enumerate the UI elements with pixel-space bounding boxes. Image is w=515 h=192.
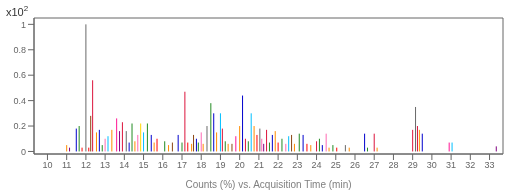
svg-text:12: 12: [81, 160, 91, 170]
svg-text:28: 28: [388, 160, 398, 170]
svg-text:19: 19: [215, 160, 225, 170]
svg-text:14: 14: [119, 160, 129, 170]
svg-text:20: 20: [235, 160, 245, 170]
svg-text:0: 0: [21, 147, 26, 157]
svg-text:Counts (%) vs. Acquisition Tim: Counts (%) vs. Acquisition Time (min): [185, 179, 351, 190]
svg-text:16: 16: [158, 160, 168, 170]
html-text:2: 2: [23, 4, 29, 13]
svg-text:15: 15: [139, 160, 149, 170]
svg-text:0.8: 0.8: [13, 45, 26, 55]
svg-text:27: 27: [369, 160, 379, 170]
svg-text:25: 25: [331, 160, 341, 170]
svg-text:24: 24: [312, 160, 322, 170]
svg-text:33: 33: [485, 160, 495, 170]
svg-text:22: 22: [273, 160, 283, 170]
svg-text:18: 18: [196, 160, 206, 170]
svg-text:11: 11: [62, 160, 71, 170]
svg-text:0.6: 0.6: [13, 70, 26, 80]
svg-text:31: 31: [446, 160, 456, 170]
svg-text:29: 29: [408, 160, 418, 170]
svg-text:30: 30: [427, 160, 437, 170]
svg-text:26: 26: [350, 160, 360, 170]
svg-text:23: 23: [292, 160, 302, 170]
svg-text:32: 32: [465, 160, 475, 170]
svg-text:17: 17: [177, 160, 187, 170]
svg-text:0.4: 0.4: [13, 96, 26, 106]
svg-text:1: 1: [21, 20, 26, 30]
html-text:x10: x10: [6, 5, 24, 18]
svg-text:10: 10: [42, 160, 52, 170]
svg-text:13: 13: [100, 160, 110, 170]
svg-text:0.2: 0.2: [13, 121, 26, 131]
svg-text:21: 21: [254, 160, 264, 170]
